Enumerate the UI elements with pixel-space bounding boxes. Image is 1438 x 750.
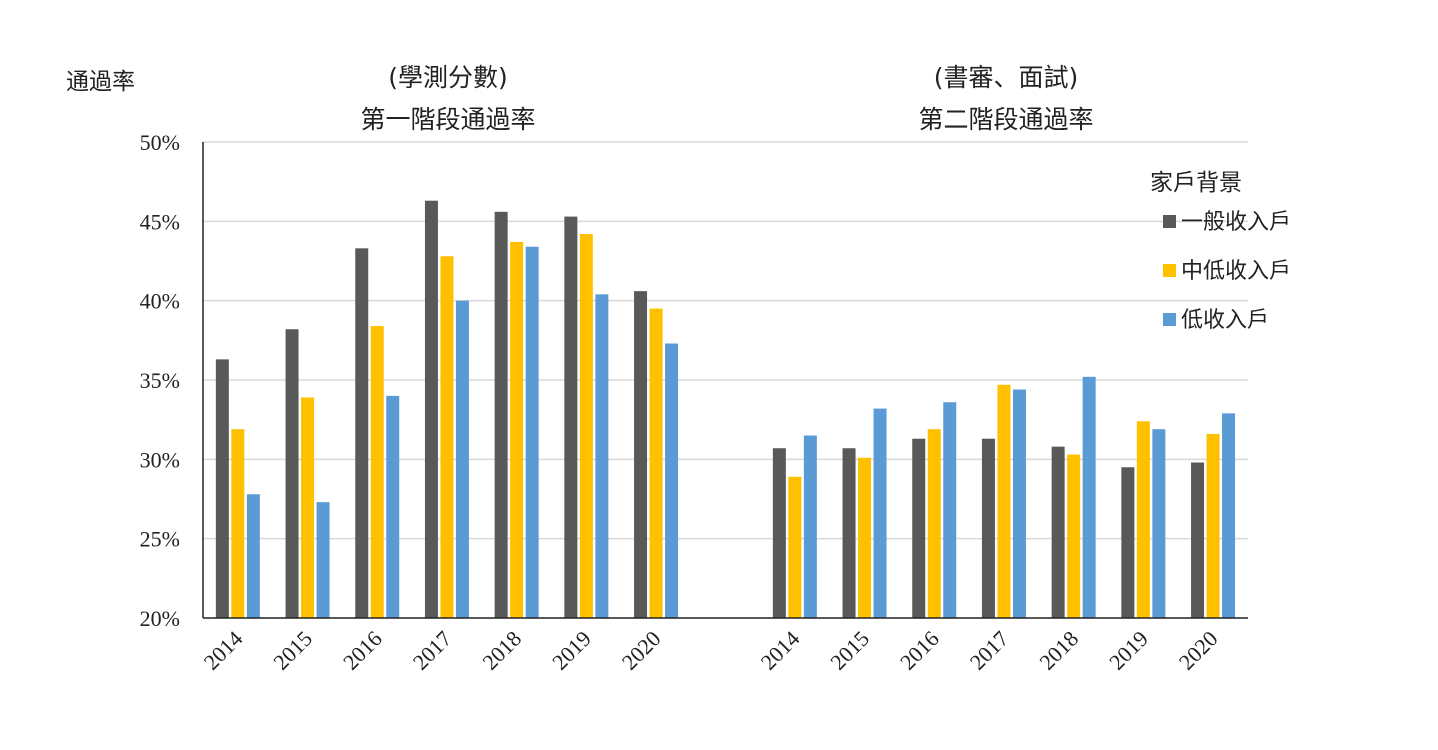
bar-mid-low-2014 [788, 476, 802, 618]
bar-low-2014 [803, 435, 817, 618]
bar-mid-low-2018 [510, 241, 524, 618]
bar-general-2017 [424, 200, 438, 618]
group2-title-line1: (書審、面試) [934, 63, 1079, 92]
y-axis-label: 通過率 [66, 69, 135, 95]
bar-mid-low-2015 [301, 397, 315, 618]
bar-mid-low-2019 [1136, 421, 1150, 618]
group1-title-line1: (學測分數) [388, 63, 508, 92]
x-tick-label: 2020 [617, 626, 666, 675]
y-tick-label: 20% [140, 606, 180, 631]
bar-low-2015 [316, 502, 330, 618]
y-tick-label: 35% [140, 368, 180, 393]
bar-general-2016 [355, 248, 369, 618]
legend-title: 家戶背景 [1150, 170, 1242, 196]
bar-general-2014 [772, 448, 786, 618]
x-tick-label: 2015 [268, 626, 317, 675]
bar-low-2016 [943, 402, 957, 618]
x-tick-labels: 2014 2015 2016 2017 2018 2019 2020 2014 2015 2016… [199, 626, 1223, 675]
group2-title-line2: 第二階段通過率 [918, 105, 1093, 134]
x-tick-label: 2019 [1104, 626, 1153, 675]
bar-mid-low-2018 [1067, 454, 1081, 618]
bar-low-2018 [525, 246, 539, 618]
legend-swatch-general [1163, 215, 1176, 228]
bar-layer [215, 200, 1236, 618]
y-tick-label: 30% [140, 447, 180, 472]
bar-general-2019 [1121, 467, 1135, 618]
bar-general-2020 [634, 291, 648, 618]
x-tick-label: 2014 [756, 626, 805, 675]
x-tick-label: 2016 [338, 626, 387, 675]
bar-general-2019 [564, 216, 578, 618]
bar-low-2014 [246, 494, 260, 618]
bar-general-2016 [912, 438, 926, 618]
x-tick-label: 2018 [1034, 626, 1083, 675]
x-tick-label: 2016 [895, 626, 944, 675]
x-tick-label: 2017 [965, 626, 1014, 675]
bar-general-2015 [842, 448, 856, 618]
bar-mid-low-2015 [858, 457, 872, 618]
bar-low-2016 [386, 395, 400, 618]
bar-low-2020 [1222, 413, 1236, 618]
legend-label-low: 低收入戶 [1181, 308, 1269, 333]
axis-layer [202, 142, 1248, 619]
legend-label-mid-low: 中低收入戶 [1181, 259, 1291, 284]
legend-swatch-mid-low [1163, 264, 1176, 277]
bar-low-2018 [1082, 376, 1096, 618]
x-tick-label: 2018 [477, 626, 526, 675]
x-tick-label: 2014 [199, 626, 248, 675]
bar-mid-low-2020 [1206, 433, 1220, 618]
x-tick-label: 2019 [547, 626, 596, 675]
x-tick-label: 2020 [1174, 626, 1223, 675]
bar-mid-low-2017 [440, 256, 454, 618]
bar-low-2019 [595, 294, 609, 618]
y-tick-label: 45% [140, 209, 180, 234]
bar-general-2015 [285, 329, 299, 618]
bar-low-2015 [873, 408, 887, 618]
x-tick-label: 2015 [825, 626, 874, 675]
legend-label-general: 一般收入戶 [1181, 210, 1291, 235]
bar-mid-low-2016 [927, 429, 941, 618]
bar-mid-low-2017 [997, 384, 1011, 618]
bar-general-2018 [494, 211, 508, 618]
bar-mid-low-2014 [231, 429, 245, 618]
bar-general-2014 [215, 359, 229, 618]
bar-low-2017 [1012, 389, 1026, 618]
y-tick-label: 50% [140, 130, 180, 155]
legend: 家戶背景 一般收入戶 中低收入戶 低收入戶 [1150, 170, 1291, 333]
bar-mid-low-2016 [370, 326, 384, 618]
bar-mid-low-2020 [649, 308, 663, 618]
bar-low-2019 [1152, 429, 1166, 618]
legend-swatch-low [1163, 313, 1176, 326]
y-tick-label: 40% [140, 289, 180, 314]
y-tick-labels: 50% 45% 40% 35% 30% 25% 20% [140, 130, 180, 631]
group1-title-line2: 第一階段通過率 [360, 105, 535, 134]
bar-general-2020 [1191, 462, 1205, 618]
bar-mid-low-2019 [579, 234, 593, 618]
bar-low-2020 [665, 343, 679, 618]
y-tick-label: 25% [140, 527, 180, 552]
x-tick-label: 2017 [408, 626, 457, 675]
bar-general-2017 [981, 438, 995, 618]
bar-low-2017 [455, 300, 469, 618]
bar-general-2018 [1051, 446, 1065, 618]
